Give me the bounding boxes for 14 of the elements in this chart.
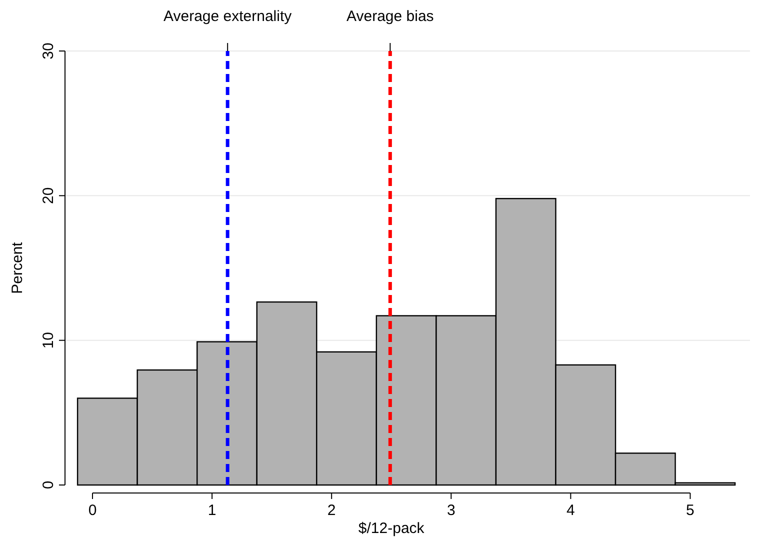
ref-line-label: Average bias [346,8,434,25]
x-tick-label: 2 [327,502,336,519]
x-tick-label: 5 [686,502,694,519]
x-tick-label: 4 [566,502,575,519]
y-tick-label: 10 [40,332,57,349]
x-tick-label: 1 [208,502,216,519]
x-axis-title: $/12-pack [358,520,425,537]
y-axis-title: Percent [9,241,26,294]
y-tick-label: 30 [40,42,57,60]
y-tick-label: 0 [40,480,57,490]
x-tick-label: 0 [88,502,97,519]
x-tick-label: 3 [446,502,456,519]
ref-line-label: Average externality [164,8,292,25]
y-tick-label: 20 [40,187,57,204]
